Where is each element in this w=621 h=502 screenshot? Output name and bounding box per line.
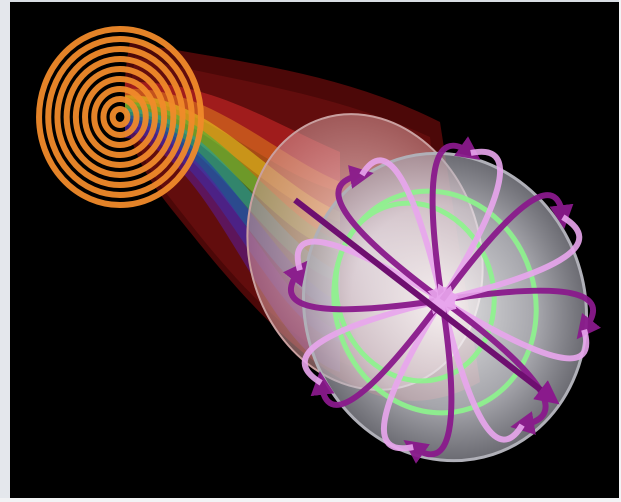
field-line-loops [283, 136, 601, 464]
field-line-dark [429, 136, 481, 301]
field-line-light [294, 238, 453, 307]
field-line-light [380, 289, 449, 452]
frame-right-edge [619, 0, 621, 502]
frame-bottom-edge [0, 498, 621, 502]
field-line-dark [310, 298, 445, 408]
field-line-dark [283, 260, 443, 313]
frame-left-edge [0, 0, 10, 502]
spiral-ring [109, 106, 131, 128]
illustration-canvas [10, 2, 619, 498]
field-line-light [301, 291, 454, 386]
orange-spiral [36, 26, 204, 208]
central-axis [293, 197, 560, 405]
field-line-light [359, 157, 451, 312]
spiral-ring [54, 46, 186, 188]
spiral-ring [36, 26, 204, 208]
spiral-ring [82, 76, 158, 158]
field-line-light [430, 214, 583, 309]
spiral-ring [63, 56, 177, 178]
spiral-ring [91, 86, 149, 148]
field-line-light [431, 293, 590, 362]
spiral-ring [100, 96, 140, 138]
field-line-dark [441, 287, 601, 340]
field-line-dark [335, 165, 444, 303]
field-line-light [435, 148, 504, 311]
field-illustration [36, 26, 601, 464]
field-line-light [433, 288, 525, 443]
spiral-ring [45, 36, 195, 198]
field-line-dark [403, 299, 455, 464]
field-line-dark [439, 192, 574, 302]
spiral-ring [72, 66, 168, 168]
